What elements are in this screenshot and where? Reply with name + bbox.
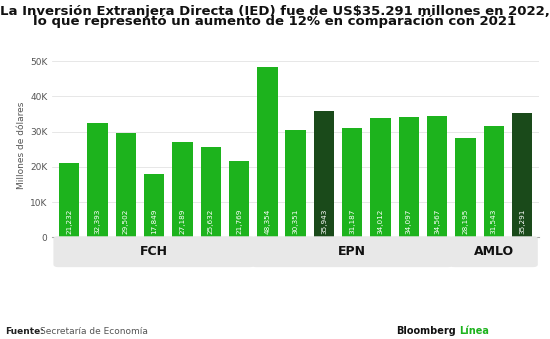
Text: Fuente:: Fuente: [6, 326, 45, 336]
Text: 25,632: 25,632 [208, 209, 214, 234]
Text: FCH: FCH [140, 245, 168, 258]
Bar [455, 138, 476, 237]
Text: 21,769: 21,769 [236, 209, 242, 234]
Text: 34,012: 34,012 [377, 209, 383, 234]
Text: 29,502: 29,502 [123, 209, 129, 234]
Y-axis label: Millones de dólares: Millones de dólares [17, 102, 26, 190]
Bar [229, 161, 249, 237]
Text: 28,195: 28,195 [463, 209, 469, 234]
Text: 34,097: 34,097 [406, 209, 412, 234]
Bar [144, 175, 164, 237]
Text: 30,351: 30,351 [293, 209, 299, 234]
Bar [285, 131, 306, 237]
Text: Secretaría de Economía: Secretaría de Economía [40, 326, 147, 336]
Text: 27,189: 27,189 [179, 209, 185, 234]
Bar [370, 118, 390, 237]
Text: 48,354: 48,354 [265, 209, 271, 234]
Bar [116, 134, 136, 237]
Bar [87, 123, 108, 237]
Text: 21,232: 21,232 [66, 209, 72, 234]
Text: AMLO: AMLO [474, 245, 514, 258]
Text: 32,393: 32,393 [95, 209, 101, 234]
Bar [257, 67, 278, 237]
Bar [399, 117, 419, 237]
Text: 34,567: 34,567 [434, 209, 440, 234]
Bar [483, 126, 504, 237]
Bar [314, 111, 334, 237]
Text: EPN: EPN [338, 245, 366, 258]
Text: lo que representó un aumento de 12% en comparación con 2021: lo que representó un aumento de 12% en c… [34, 15, 516, 28]
Text: 35,291: 35,291 [519, 209, 525, 234]
Bar [427, 116, 447, 237]
Bar [172, 142, 192, 237]
Bar [512, 113, 532, 237]
Bar [342, 127, 362, 237]
Text: 31,187: 31,187 [349, 209, 355, 234]
Text: 17,849: 17,849 [151, 209, 157, 234]
Text: Línea: Línea [459, 326, 489, 336]
Bar [59, 163, 79, 237]
Text: 35,943: 35,943 [321, 209, 327, 234]
Bar [201, 147, 221, 237]
Text: 31,543: 31,543 [491, 209, 497, 234]
Text: La Inversión Extranjera Directa (IED) fue de US$35.291 millones en 2022,: La Inversión Extranjera Directa (IED) fu… [0, 5, 550, 18]
Text: Bloomberg: Bloomberg [396, 326, 456, 336]
